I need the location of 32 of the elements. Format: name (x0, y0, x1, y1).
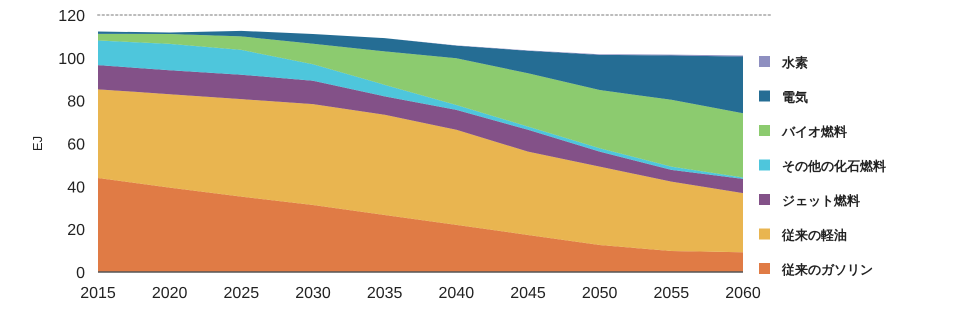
x-tick-label: 2050 (582, 285, 618, 302)
legend-item: その他の化石燃料 (759, 158, 886, 174)
y-tick-label: 100 (58, 50, 86, 68)
legend-label: 従来のガソリン (781, 262, 873, 277)
y-tick-label: 80 (67, 94, 86, 111)
y-tick-label: 40 (67, 179, 86, 196)
y-axis-title: EJ (30, 136, 45, 152)
legend-item: 電気 (759, 90, 808, 104)
y-tick-label: 60 (67, 136, 86, 154)
legend-item: ジェット燃料 (759, 193, 860, 208)
x-tick-label: 2015 (80, 285, 116, 302)
x-tick-label: 2045 (510, 285, 546, 302)
x-tick-label: 2020 (152, 285, 188, 302)
y-tick-label: 120 (58, 8, 86, 25)
y-tick-label: 20 (67, 222, 86, 240)
x-tick-label: 2040 (438, 285, 474, 302)
legend-label: バイオ燃料 (781, 124, 847, 139)
legend-label: 従来の軽油 (781, 228, 847, 242)
legend-item: バイオ燃料 (759, 124, 847, 139)
x-tick-label: 2030 (295, 285, 331, 302)
legend-label: 水素 (781, 55, 808, 70)
x-tick-label: 2060 (725, 285, 761, 302)
x-tick-label: 2035 (366, 285, 403, 302)
legend-label: その他の化石燃料 (782, 158, 886, 174)
legend-item: 従来のガソリン (759, 262, 873, 277)
legend-item: 従来の軽油 (759, 228, 847, 242)
y-tick-label: 0 (76, 265, 86, 282)
legend-label: 電気 (782, 90, 808, 104)
x-tick-label: 2055 (654, 285, 690, 302)
x-tick-label: 2025 (224, 285, 260, 302)
legend-item: 水素 (759, 55, 808, 70)
legend-label: ジェット燃料 (782, 193, 860, 208)
